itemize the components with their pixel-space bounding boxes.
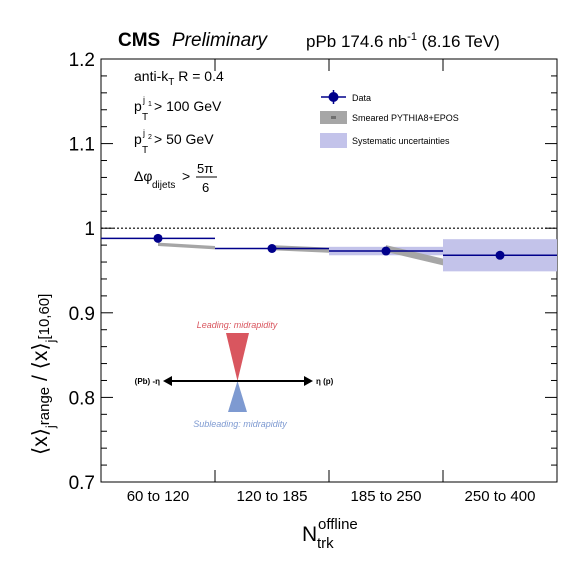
cms-label: CMS xyxy=(118,30,160,51)
preliminary-label: Preliminary xyxy=(172,30,269,51)
mc-band xyxy=(386,245,443,266)
svg-text:T: T xyxy=(142,145,148,156)
svg-text:5π: 5π xyxy=(197,161,213,176)
y-tick-label: 1.1 xyxy=(69,135,95,156)
data-series xyxy=(101,233,557,260)
y-tick-label: 0.8 xyxy=(69,388,95,409)
svg-text:dijets: dijets xyxy=(152,180,175,191)
y-tick-label: 0.9 xyxy=(69,304,95,325)
svg-text:>: > xyxy=(182,168,190,184)
jet-algo-label: anti-kT R = 0.4 xyxy=(134,68,224,88)
legend-label-mc: Smeared PYTHIA8+EPOS xyxy=(352,113,459,123)
y-tick-label: 0.7 xyxy=(69,473,95,494)
x-axis-title: N offline trk xyxy=(302,516,358,552)
legend-label-syst: Systematic uncertainties xyxy=(352,136,450,146)
dphi-label: Δφ dijets > 5π 6 xyxy=(134,161,217,195)
svg-text:N: N xyxy=(302,523,317,546)
subleading-cone-icon xyxy=(228,381,247,412)
x-tick-label: 60 to 120 xyxy=(127,488,190,505)
left-arrow-icon xyxy=(163,376,172,386)
x-tick-label: 120 to 185 xyxy=(237,488,308,505)
rapidity-inset: Leading: midrapidity (Pb) -η η (p) Suble… xyxy=(135,320,334,429)
pt1-label: p j 1 T > 100 GeV xyxy=(134,95,222,123)
mc-bands xyxy=(158,242,443,266)
lumi-label: pPb 174.6 nb-1 (8.16 TeV) xyxy=(306,31,500,51)
svg-text:j: j xyxy=(142,95,145,105)
svg-text:T: T xyxy=(142,112,148,123)
legend-label-data: Data xyxy=(352,93,371,103)
y-axis-title: ⟨x⟩jrange / ⟨x⟩j[10,60] xyxy=(29,294,58,455)
x-tick-label: 250 to 400 xyxy=(465,488,536,505)
svg-text:Δφ: Δφ xyxy=(134,168,152,184)
right-axis-label: η (p) xyxy=(316,377,334,386)
leading-label: Leading: midrapidity xyxy=(197,320,278,330)
right-arrow-icon xyxy=(304,376,313,386)
data-point xyxy=(495,250,505,260)
svg-text:offline: offline xyxy=(318,516,358,533)
svg-text:j: j xyxy=(142,128,145,138)
svg-text:> 100 GeV: > 100 GeV xyxy=(154,98,222,114)
svg-text:⟨x⟩jrange / ⟨x⟩j[10,60]: ⟨x⟩jrange / ⟨x⟩j[10,60] xyxy=(29,294,58,455)
svg-text:2: 2 xyxy=(148,134,152,141)
data-point xyxy=(267,244,277,254)
svg-text:1: 1 xyxy=(148,101,152,108)
x-axis: 60 to 120 120 to 185 185 to 250 250 to 400 xyxy=(127,59,536,505)
left-axis-label: (Pb) -η xyxy=(135,377,160,386)
y-tick-label: 1 xyxy=(84,219,95,240)
y-tick-label: 1.2 xyxy=(69,50,95,71)
leading-cone-icon xyxy=(226,333,249,381)
svg-text:> 50 GeV: > 50 GeV xyxy=(154,131,214,147)
svg-text:trk: trk xyxy=(317,535,334,552)
data-point xyxy=(381,246,391,256)
legend-entry-data: Data xyxy=(321,90,371,104)
svg-text:p: p xyxy=(134,98,142,114)
data-point xyxy=(153,233,163,243)
x-tick-label: 185 to 250 xyxy=(351,488,422,505)
legend-entry-mc: Smeared PYTHIA8+EPOS xyxy=(320,111,459,124)
subleading-label: Subleading: midrapidity xyxy=(193,419,287,429)
svg-text:6: 6 xyxy=(202,180,209,195)
svg-text:p: p xyxy=(134,131,142,147)
legend-entry-syst: Systematic uncertainties xyxy=(320,133,450,148)
legend: Data Smeared PYTHIA8+EPOS Systematic unc… xyxy=(320,90,459,148)
mc-band xyxy=(158,242,215,250)
pt2-label: p j 2 T > 50 GeV xyxy=(134,128,214,156)
